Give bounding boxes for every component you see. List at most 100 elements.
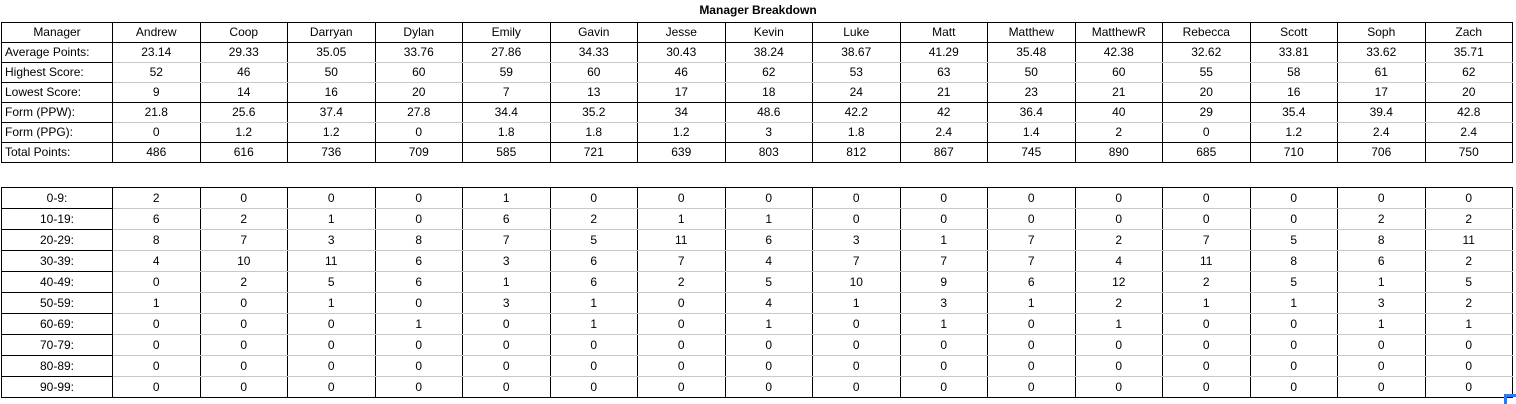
- value-cell[interactable]: 60: [1074, 62, 1163, 83]
- value-cell[interactable]: 9: [112, 82, 201, 103]
- value-cell[interactable]: 3: [287, 229, 376, 251]
- value-cell[interactable]: 639: [637, 142, 726, 163]
- value-cell[interactable]: 0: [812, 313, 901, 335]
- row-label-cell[interactable]: 10-19:: [1, 208, 113, 230]
- row-label-cell[interactable]: 70-79:: [1, 334, 113, 356]
- value-cell[interactable]: 17: [1337, 82, 1426, 103]
- value-cell[interactable]: 3: [462, 292, 551, 314]
- value-cell[interactable]: 0: [637, 187, 726, 209]
- value-cell[interactable]: 37.4: [287, 102, 376, 123]
- value-cell[interactable]: 63: [899, 62, 988, 83]
- row-label-cell[interactable]: Form (PPG):: [1, 122, 113, 143]
- value-cell[interactable]: 58: [1249, 62, 1338, 83]
- row-label-cell[interactable]: 0-9:: [1, 187, 113, 209]
- value-cell[interactable]: 585: [462, 142, 551, 163]
- value-cell[interactable]: 6: [724, 229, 813, 251]
- value-cell[interactable]: 2: [1337, 208, 1426, 230]
- value-cell[interactable]: 2.4: [1337, 122, 1426, 143]
- value-cell[interactable]: 1: [462, 271, 551, 293]
- value-cell[interactable]: 0: [462, 376, 551, 398]
- value-cell[interactable]: 52: [112, 62, 201, 83]
- value-cell[interactable]: 0: [987, 313, 1076, 335]
- value-cell[interactable]: 6: [462, 208, 551, 230]
- manager-header-cell[interactable]: Luke: [812, 22, 901, 43]
- value-cell[interactable]: 0: [812, 334, 901, 356]
- value-cell[interactable]: 0: [287, 187, 376, 209]
- value-cell[interactable]: 6: [987, 271, 1076, 293]
- value-cell[interactable]: 16: [287, 82, 376, 103]
- value-cell[interactable]: 0: [812, 187, 901, 209]
- value-cell[interactable]: 0: [1424, 187, 1513, 209]
- value-cell[interactable]: 616: [199, 142, 288, 163]
- value-cell[interactable]: 7: [462, 82, 551, 103]
- value-cell[interactable]: 62: [724, 62, 813, 83]
- value-cell[interactable]: 21: [1074, 82, 1163, 103]
- value-cell[interactable]: 59: [462, 62, 551, 83]
- value-cell[interactable]: 27.86: [462, 42, 551, 63]
- value-cell[interactable]: 1.8: [812, 122, 901, 143]
- manager-header-cell[interactable]: Darryan: [287, 22, 376, 43]
- value-cell[interactable]: 7: [987, 229, 1076, 251]
- manager-header-cell[interactable]: MatthewR: [1074, 22, 1163, 43]
- value-cell[interactable]: 10: [812, 271, 901, 293]
- value-cell[interactable]: 6: [549, 271, 638, 293]
- value-cell[interactable]: 33.62: [1337, 42, 1426, 63]
- value-cell[interactable]: 1: [1337, 271, 1426, 293]
- value-cell[interactable]: 1.2: [199, 122, 288, 143]
- value-cell[interactable]: 0: [112, 355, 201, 377]
- value-cell[interactable]: 0: [1337, 187, 1426, 209]
- value-cell[interactable]: 0: [637, 355, 726, 377]
- manager-header-cell[interactable]: Gavin: [549, 22, 638, 43]
- value-cell[interactable]: 6: [549, 250, 638, 272]
- value-cell[interactable]: 0: [1337, 376, 1426, 398]
- manager-header-cell[interactable]: Andrew: [112, 22, 201, 43]
- value-cell[interactable]: 4: [1074, 250, 1163, 272]
- row-label-cell[interactable]: 40-49:: [1, 271, 113, 293]
- value-cell[interactable]: 23.14: [112, 42, 201, 63]
- value-cell[interactable]: 60: [374, 62, 463, 83]
- value-cell[interactable]: 2: [199, 271, 288, 293]
- value-cell[interactable]: 0: [637, 334, 726, 356]
- value-cell[interactable]: 2: [1424, 250, 1513, 272]
- value-cell[interactable]: 7: [812, 250, 901, 272]
- value-cell[interactable]: 0: [549, 376, 638, 398]
- value-cell[interactable]: 35.71: [1424, 42, 1513, 63]
- value-cell[interactable]: 1: [899, 313, 988, 335]
- value-cell[interactable]: 0: [1162, 208, 1251, 230]
- value-cell[interactable]: 0: [1074, 355, 1163, 377]
- value-cell[interactable]: 1: [812, 292, 901, 314]
- value-cell[interactable]: 0: [1162, 122, 1251, 143]
- value-cell[interactable]: 1: [1337, 313, 1426, 335]
- manager-header-cell[interactable]: Emily: [462, 22, 551, 43]
- value-cell[interactable]: 29: [1162, 102, 1251, 123]
- value-cell[interactable]: 0: [812, 355, 901, 377]
- value-cell[interactable]: 24: [812, 82, 901, 103]
- value-cell[interactable]: 48.6: [724, 102, 813, 123]
- value-cell[interactable]: 750: [1424, 142, 1513, 163]
- value-cell[interactable]: 1: [724, 208, 813, 230]
- value-cell[interactable]: 1: [374, 313, 463, 335]
- value-cell[interactable]: 11: [637, 229, 726, 251]
- value-cell[interactable]: 1: [987, 292, 1076, 314]
- value-cell[interactable]: 61: [1337, 62, 1426, 83]
- value-cell[interactable]: 0: [287, 334, 376, 356]
- row-label-cell[interactable]: 30-39:: [1, 250, 113, 272]
- value-cell[interactable]: 6: [374, 271, 463, 293]
- value-cell[interactable]: 0: [549, 187, 638, 209]
- value-cell[interactable]: 35.2: [549, 102, 638, 123]
- value-cell[interactable]: 23: [987, 82, 1076, 103]
- value-cell[interactable]: 2: [637, 271, 726, 293]
- value-cell[interactable]: 0: [987, 376, 1076, 398]
- value-cell[interactable]: 0: [462, 313, 551, 335]
- value-cell[interactable]: 0: [1162, 355, 1251, 377]
- value-cell[interactable]: 2: [1074, 229, 1163, 251]
- value-cell[interactable]: 32.62: [1162, 42, 1251, 63]
- value-cell[interactable]: 20: [1424, 82, 1513, 103]
- value-cell[interactable]: 0: [287, 355, 376, 377]
- value-cell[interactable]: 0: [112, 334, 201, 356]
- value-cell[interactable]: 2: [1162, 271, 1251, 293]
- value-cell[interactable]: 0: [199, 334, 288, 356]
- value-cell[interactable]: 0: [1424, 376, 1513, 398]
- value-cell[interactable]: 7: [1162, 229, 1251, 251]
- value-cell[interactable]: 20: [374, 82, 463, 103]
